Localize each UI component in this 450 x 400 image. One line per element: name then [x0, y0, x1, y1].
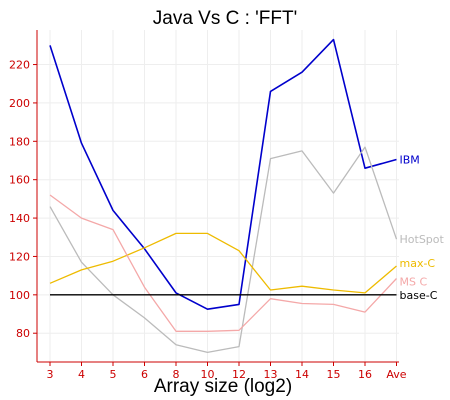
x-tick-label: 6	[141, 368, 148, 381]
x-tick-label: 8	[173, 368, 180, 381]
x-tick-label: 14	[295, 368, 309, 381]
chart-title: Java Vs C : 'FFT'	[153, 8, 298, 29]
x-tick-label: 3	[47, 368, 54, 381]
series-lines	[49, 38, 398, 354]
x-tick-label: 4	[78, 368, 85, 381]
x-tick-label: 10	[201, 368, 215, 381]
y-tick-label: 180	[9, 135, 30, 148]
x-tick-label: Ave	[386, 368, 406, 381]
y-tick-label: 140	[9, 212, 30, 225]
y-tick-label: 200	[9, 97, 30, 110]
x-tick-label: 13	[264, 368, 278, 381]
x-axis-label: Array size (log2)	[154, 376, 292, 397]
series-label-ibm: IBM	[400, 154, 420, 167]
series-label-base-c: base-C	[400, 289, 438, 302]
series-label-max-c: max-C	[400, 257, 436, 270]
x-tick-label: 5	[110, 368, 117, 381]
series-line-max-c	[49, 232, 397, 294]
x-tick-label: 15	[327, 368, 341, 381]
axes: 80 100 120 140 160 180 200 220 3 4 5 6 8 10 12 13 14 15 16…	[9, 30, 407, 381]
y-tick-label: 100	[9, 289, 30, 302]
y-tick-label: 220	[9, 59, 30, 72]
series-line-ms-c	[49, 194, 397, 332]
series-label-hotspot: HotSpot	[400, 233, 445, 246]
y-tick-label: 120	[9, 250, 30, 263]
series-line-ibm	[49, 38, 397, 311]
series-label-ms-c: MS C	[400, 276, 428, 289]
y-tick-label: 160	[9, 174, 30, 187]
x-tick-label: 12	[232, 368, 246, 381]
x-tick-label: 16	[358, 368, 372, 381]
grid	[37, 30, 399, 362]
series-line-hotspot	[49, 146, 398, 354]
y-tick-label: 80	[16, 327, 30, 340]
